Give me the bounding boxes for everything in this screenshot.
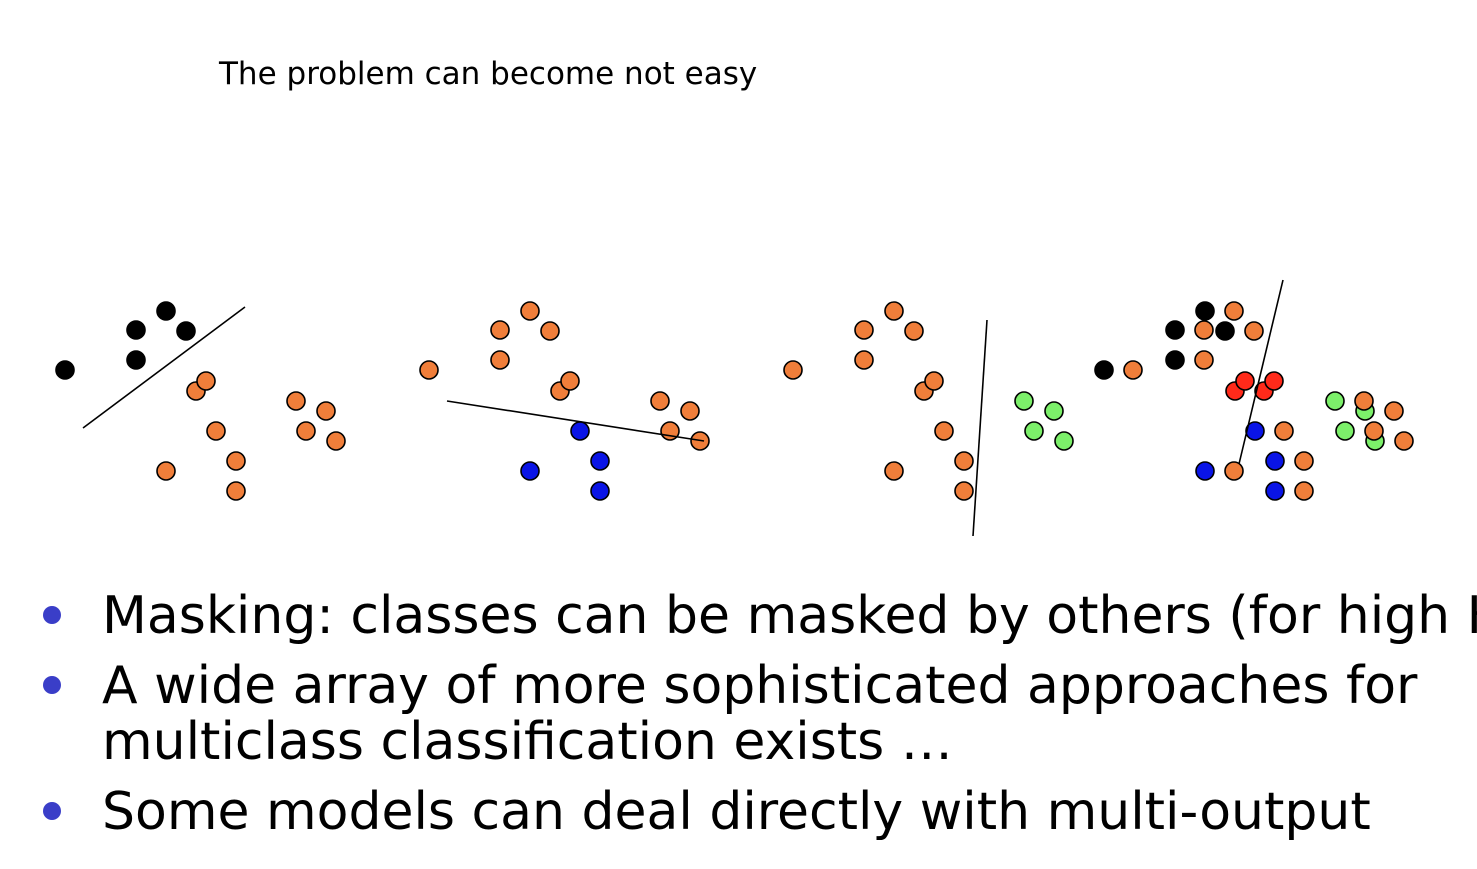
orange-point [1194, 350, 1214, 370]
bullet-masking: Masking: classes can be masked by others… [40, 588, 1477, 644]
orange-point [156, 461, 176, 481]
decision-boundary-line [972, 319, 988, 537]
black-point [176, 321, 196, 341]
orange-point [1244, 321, 1264, 341]
black-point [1165, 350, 1185, 370]
bullet-multi-output: Some models can deal directly with multi… [40, 784, 1477, 840]
orange-point [1274, 421, 1294, 441]
black-point [126, 320, 146, 340]
orange-point [419, 360, 439, 380]
orange-point [316, 401, 336, 421]
black-point [1195, 301, 1215, 321]
bullet-text: Masking: classes can be masked by others… [102, 586, 1477, 646]
blue-point [1265, 451, 1285, 471]
orange-point [1294, 451, 1314, 471]
panel-blue-vs-rest [419, 301, 710, 501]
green-point [1335, 421, 1355, 441]
bullet-dot [43, 802, 61, 820]
bullet-list: Masking: classes can be masked by others… [40, 588, 1477, 854]
orange-point [196, 371, 216, 391]
orange-point [1224, 461, 1244, 481]
blue-point [590, 451, 610, 471]
multiclass-masking-diagram [55, 279, 1414, 537]
panel-red-vs-rest [1123, 279, 1414, 501]
orange-point [1394, 431, 1414, 451]
bullet-dot [43, 606, 61, 624]
orange-point [286, 391, 306, 411]
orange-point [924, 371, 944, 391]
orange-point [206, 421, 226, 441]
green-point [1054, 431, 1074, 451]
decision-boundary-line [446, 400, 705, 442]
black-point [156, 301, 176, 321]
caption: The problem can become not easy [219, 56, 758, 92]
orange-point [1123, 360, 1143, 380]
orange-point [1354, 391, 1374, 411]
orange-point [226, 481, 246, 501]
orange-point [560, 371, 580, 391]
blue-point [570, 421, 590, 441]
orange-point [934, 421, 954, 441]
black-point [55, 360, 75, 380]
blue-point [1195, 461, 1215, 481]
orange-point [884, 461, 904, 481]
bullet-approaches: A wide array of more sophisticated appro… [40, 658, 1477, 770]
panel-overview [1094, 301, 1385, 501]
orange-point [680, 401, 700, 421]
blue-point [1245, 421, 1265, 441]
orange-point [1224, 301, 1244, 321]
orange-point [490, 320, 510, 340]
bullet-dot [43, 676, 61, 694]
orange-point [904, 321, 924, 341]
orange-point [650, 391, 670, 411]
orange-point [884, 301, 904, 321]
green-point [1325, 391, 1345, 411]
bullet-text: Some models can deal directly with multi… [102, 782, 1371, 842]
orange-point [326, 431, 346, 451]
panel-black-vs-rest [55, 301, 346, 501]
orange-point [1364, 421, 1384, 441]
orange-point [490, 350, 510, 370]
black-point [1215, 321, 1235, 341]
green-point [1044, 401, 1064, 421]
decision-boundary-line [82, 306, 246, 429]
orange-point [954, 481, 974, 501]
orange-point [954, 451, 974, 471]
orange-point [783, 360, 803, 380]
red-point [1264, 371, 1284, 391]
orange-point [226, 451, 246, 471]
orange-point [854, 350, 874, 370]
black-point [1094, 360, 1114, 380]
orange-point [296, 421, 316, 441]
orange-point [1194, 320, 1214, 340]
green-point [1014, 391, 1034, 411]
blue-point [590, 481, 610, 501]
orange-point [520, 301, 540, 321]
decision-boundary-line [1238, 279, 1284, 465]
blue-point [1265, 481, 1285, 501]
red-point [1235, 371, 1255, 391]
blue-point [520, 461, 540, 481]
green-point [1024, 421, 1044, 441]
black-point [1165, 320, 1185, 340]
bullet-text-continued: multiclass classification exists … [102, 712, 953, 772]
panel-green-vs-rest [783, 301, 1074, 537]
black-point [126, 350, 146, 370]
orange-point [854, 320, 874, 340]
bullet-text: A wide array of more sophisticated appro… [102, 656, 1418, 716]
orange-point [1384, 401, 1404, 421]
orange-point [1294, 481, 1314, 501]
orange-point [540, 321, 560, 341]
